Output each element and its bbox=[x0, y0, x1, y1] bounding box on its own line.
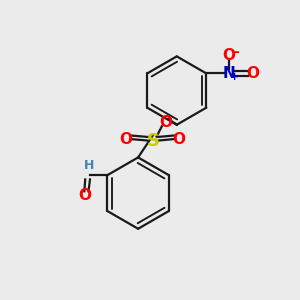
Text: +: + bbox=[230, 72, 239, 82]
Text: O: O bbox=[246, 66, 259, 81]
Text: O: O bbox=[222, 47, 235, 62]
Text: O: O bbox=[119, 132, 132, 147]
Text: S: S bbox=[146, 132, 160, 150]
Text: -: - bbox=[233, 45, 239, 59]
Text: N: N bbox=[222, 66, 235, 81]
Text: O: O bbox=[78, 188, 91, 203]
Text: H: H bbox=[84, 159, 94, 172]
Text: O: O bbox=[159, 115, 172, 130]
Text: O: O bbox=[172, 132, 186, 147]
